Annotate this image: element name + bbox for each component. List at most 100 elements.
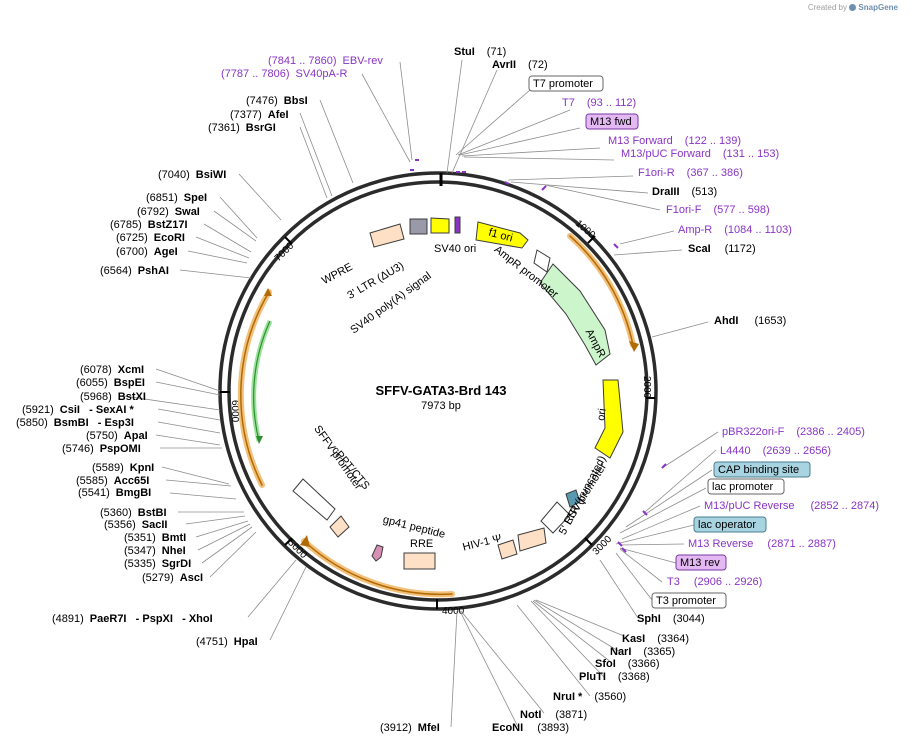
tick-labels: 1000 2000 3000 4000 5000 6000 7000 [229,218,652,617]
tick-1000 [587,235,596,244]
box-cap-binding-text: CAP binding site [718,464,799,476]
primer-t7: T7 (93 .. 112) [562,97,636,109]
rre-rect [403,552,436,570]
box-lac-operator-text: lac operator [698,519,756,531]
feature-label-ori: ori [595,408,609,422]
hiv-psi-rect [497,539,518,560]
site-noti: NotI (3871) [520,709,587,721]
primer-pbr322ori-f: pBR322ori-F (2386 .. 2405) [722,426,865,438]
green-arc-head [256,436,263,444]
primer-labels: (7841 .. 7860) EBV-rev (7787 .. 7806) SV40… [221,55,879,588]
site-bsmbi: (5850) BsmBI - Esp3I [16,417,134,429]
box-lac-operator [693,516,767,533]
box-cap-binding [713,461,811,478]
tick-label-2000: 2000 [641,376,652,399]
box-t7-promoter-text: T7 promoter [533,78,593,90]
site-pspomi: (5746) PspOMI [62,443,141,455]
orange-arc-right-head [629,341,639,352]
feature-label-sv40-ori: SV40 ori [434,243,476,255]
tick-marks [220,173,655,609]
rsv-promoter-arrow [540,501,571,534]
primer-m13-puc-reverse: M13/pUC Reverse (2852 .. 2874) [704,500,879,512]
tick-7000 [284,236,293,245]
site-bmgbi: (5541) BmgBI [78,487,151,499]
box-t3-promoter-text: T3 promoter [656,595,716,607]
orange-arc-left-head [264,288,272,296]
ampr-promoter-arrow [533,249,551,273]
site-xhoi: (4891) PaeR7I - PspXI - XhoI [52,613,213,625]
site-avrii: AvrII (72) [492,59,548,71]
site-apai: (5750) ApaI [86,430,148,442]
primer-f1ori-f: F1ori-F (577 .. 598) [666,204,770,216]
leader-lines [123,59,719,728]
site-econi: EcoNI (3893) [492,722,569,734]
box-lac-promoter-text: lac promoter [712,481,773,493]
site-pshai: (6564) PshAI [100,265,169,277]
site-pluti: PluTI (3368) [579,671,650,683]
cppt-cts-rect [329,515,350,538]
site-agei: (6700) AgeI [116,246,178,258]
sffv-promoter-arrow [292,478,336,521]
primer-t3: T3 (2906 .. 2926) [667,576,762,588]
tick-5000 [284,537,293,546]
ltr3-rect [369,223,405,248]
feature-label-rre: RRE [410,538,433,550]
box-m13-fwd-text: M13 fwd [590,116,632,128]
site-kasi: KasI (3364) [622,633,689,645]
site-nrui: NruI * (3560) [553,691,626,703]
primer-f1ori-r: F1ori-R (367 .. 386) [638,167,743,179]
tick-label-4000: 4000 [442,606,465,617]
orange-arcs [237,233,639,598]
feature-label-wpre: WPRE [320,261,355,287]
orange-arc-bottom-head [300,535,310,547]
features [292,216,624,570]
site-bstxi: (5968) BstXI [80,391,146,403]
small-primer-mark-rsv [565,489,581,508]
site-nari: NarI (3365) [610,646,675,658]
site-nhei: (5347) NheI [124,545,186,557]
small-primer-mark-top [454,216,461,234]
site-acc65i: (5585) Acc65I [76,475,149,487]
feature-label-gp41: gp41 peptide [382,514,447,541]
f1-ori-arrow [475,221,529,249]
site-bsrgi: (7361) BsrGI [208,122,276,134]
plasmid-length: 7973 bp [421,400,461,412]
site-bstz17i: (6785) BstZ17I [110,219,188,231]
box-m13-rev-text: M13 rev [680,557,720,569]
site-sgrdi: (5335) SgrDI [124,558,191,570]
site-labels: StuI (71) AvrII (72) DraIII (513) ScaI (1172… [16,46,786,734]
primer-l4440: L4440 (2639 .. 2656) [720,445,831,457]
ori-arrow [594,379,624,459]
boxed-labels: T7 promoter M13 fwd CAP binding site lac… [528,75,811,609]
site-bbsi: (7476) BbsI [246,95,308,107]
feature-label-sffv: SFFV promoter [311,423,364,492]
primer-m13-reverse: M13 Reverse (2871 .. 2887) [688,538,836,550]
site-bmti: (5351) BmtI [124,532,186,544]
site-swai: (6792) SwaI [137,206,200,218]
sv40-polya-rect [409,218,428,235]
primer-m13-puc-forward: M13/pUC Forward (131 .. 153) [621,148,779,160]
site-ahdi: AhdI (1653) [714,315,786,327]
box-m13-fwd [585,113,639,130]
site-bspei: (6055) BspEI [76,377,145,389]
site-asci: (5279) AscI [142,572,203,584]
credit-prefix: Created by [807,3,847,12]
site-sacii: (5356) SacII [104,519,167,531]
feature-label-hiv-psi: HIV-1 Ψ [462,532,503,553]
feature-label-sv40-polya: SV40 poly(A) signal [348,270,433,336]
tick-label-3000: 3000 [591,534,615,558]
site-stui: StuI (71) [454,46,506,58]
tick-3000 [584,537,593,546]
orange-arc-left-core [240,291,270,486]
site-ecori: (6725) EcoRI [116,232,185,244]
site-spei: (6851) SpeI [146,192,207,204]
primer-ebv-rev: (7841 .. 7860) EBV-rev [268,55,383,67]
site-mfei: (3912) MfeI [380,722,440,734]
site-xcmi: (6078) XcmI [80,364,144,376]
site-kpni: (5589) KpnI [92,462,154,474]
site-sphi: SphI (3044) [637,613,705,625]
tick-label-6000: 6000 [229,400,240,423]
snapgene-credit: Created by SnapGene [808,3,898,12]
